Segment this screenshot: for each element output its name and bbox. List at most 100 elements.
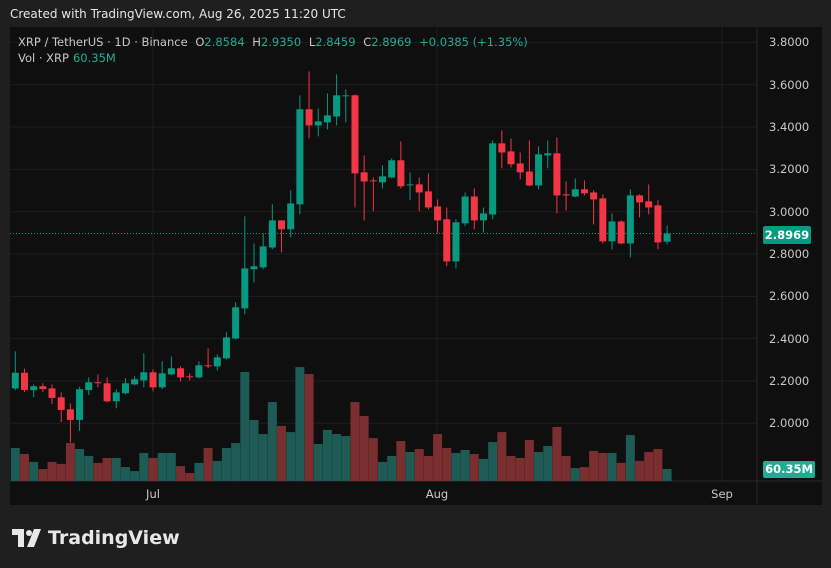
volume-bar — [442, 447, 452, 481]
volume-bar — [221, 447, 231, 481]
candle-body — [11, 372, 19, 389]
created-with-text: Created with TradingView.com, Aug 26, 20… — [10, 7, 346, 21]
y-tick-label: 3.2000 — [769, 162, 810, 177]
candle-body — [535, 154, 543, 186]
candle-body — [580, 189, 588, 194]
candle-body — [140, 372, 148, 381]
volume-bar — [286, 432, 296, 481]
y-tick-label: 2.4000 — [769, 331, 810, 346]
volume-bar — [423, 455, 433, 481]
volume-label: Vol · XRP — [18, 51, 69, 65]
volume-bar — [93, 462, 103, 481]
candle-body — [66, 409, 74, 420]
candle-body — [608, 221, 616, 242]
volume-bar — [148, 457, 158, 481]
x-tick-sep: Sep — [711, 487, 733, 501]
volume-bar — [295, 367, 305, 481]
volume-bar — [396, 441, 406, 481]
candle-body — [470, 196, 478, 221]
candle-body — [296, 109, 304, 205]
volume-bar — [322, 429, 332, 481]
volume-value: 60.35M — [72, 51, 116, 65]
volume-bar — [65, 443, 75, 481]
candle-body — [195, 365, 203, 378]
volume-bar — [625, 435, 635, 481]
volume-bar — [653, 448, 663, 481]
candle-body — [241, 268, 249, 309]
tradingview-logo-icon — [12, 529, 41, 547]
candle-body — [250, 266, 258, 270]
candle-body — [636, 195, 644, 203]
volume-bar — [405, 451, 415, 481]
candle-body — [516, 163, 524, 173]
candle-body — [213, 357, 221, 367]
volume-bar — [10, 447, 20, 481]
volume-bar — [534, 451, 544, 481]
current-volume-label: 60.35M — [763, 461, 815, 478]
candle-body — [360, 172, 368, 182]
candle-body — [369, 180, 377, 182]
volume-bar — [561, 455, 571, 481]
current-price-label: 2.8969 — [763, 226, 811, 244]
volume-bar — [185, 473, 195, 481]
y-tick-label: 3.4000 — [769, 120, 810, 135]
candle-body — [39, 386, 47, 390]
volume-bar — [387, 455, 397, 481]
volume-bar — [267, 402, 277, 481]
symbol-title[interactable]: XRP / TetherUS · 1D · Binance — [18, 35, 188, 49]
candle-body — [342, 95, 350, 97]
candle-body — [663, 233, 671, 242]
chart-frame[interactable] — [10, 27, 822, 505]
candle-body — [626, 195, 634, 244]
volume-bar — [38, 469, 48, 481]
y-tick-label: 2.2000 — [769, 373, 810, 388]
volume-bar — [589, 450, 599, 481]
volume-bar — [249, 419, 259, 481]
y-tick-label: 2.6000 — [769, 289, 810, 304]
candle-body — [443, 219, 451, 262]
candle-body — [259, 246, 267, 268]
volume-bar — [84, 455, 94, 481]
y-tick-label: 2.0000 — [769, 416, 810, 431]
volume-bar — [231, 443, 241, 481]
volume-bar — [414, 448, 424, 481]
low-value: 2.8459 — [315, 35, 356, 49]
low-label: L — [308, 35, 316, 49]
close-label: C — [363, 35, 372, 49]
candle-body — [121, 383, 129, 394]
volume-bar — [304, 374, 314, 481]
candle-body — [268, 220, 276, 248]
candle-body — [571, 189, 579, 197]
candle-body — [498, 143, 506, 153]
candle-body — [158, 373, 166, 388]
volume-bar — [524, 440, 534, 481]
candle-body — [544, 153, 552, 156]
x-tick-jul: Jul — [146, 487, 160, 501]
volume-bar — [56, 463, 66, 481]
volume-bar — [102, 457, 112, 481]
volume-bar — [515, 457, 525, 481]
candle-body — [507, 151, 515, 165]
candle-body — [406, 184, 414, 186]
candle-body — [379, 176, 386, 183]
close-value: 2.8969 — [371, 35, 412, 49]
candle-body — [232, 307, 240, 339]
tradingview-logo-text: TradingView — [48, 527, 180, 549]
candle-body — [222, 337, 230, 359]
candle-body — [397, 160, 405, 187]
volume-bar — [313, 444, 323, 481]
candle-body — [186, 376, 194, 378]
volume-bar — [497, 432, 507, 481]
candle-body — [314, 121, 322, 126]
volume-bar — [543, 446, 553, 481]
volume-bar — [478, 458, 488, 481]
x-tick-aug: Aug — [425, 487, 449, 501]
candle-body — [654, 205, 662, 243]
y-tick-label: 3.0000 — [769, 204, 810, 219]
volume-bar — [433, 434, 443, 481]
volume-bar — [488, 442, 498, 481]
volume-bar — [176, 466, 186, 481]
candle-body — [94, 382, 102, 384]
candle-body — [424, 191, 432, 208]
